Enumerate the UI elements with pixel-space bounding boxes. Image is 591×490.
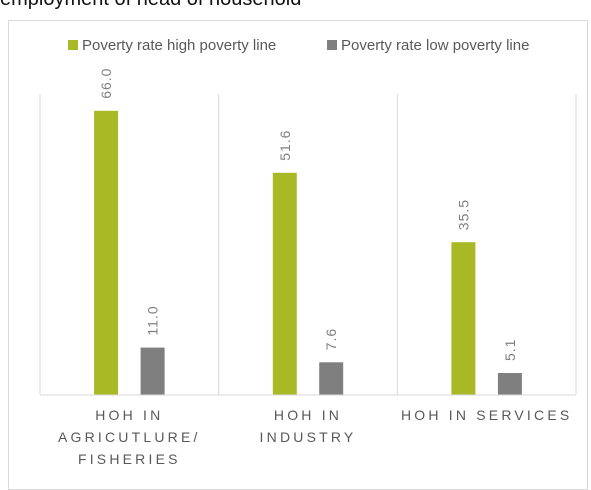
category-label-line: INDUSTRY xyxy=(260,429,357,445)
legend-swatch-high xyxy=(68,40,78,50)
category-label-line: AGRICUTLURE/ xyxy=(58,429,201,445)
bar-high-2 xyxy=(451,242,476,395)
legend-swatch-low xyxy=(327,40,337,50)
category-label-0: HOH IN AGRICUTLURE/FISHERIES xyxy=(58,407,201,467)
category-label-2: HOH IN SERVICES xyxy=(401,407,572,423)
category-labels: HOH IN AGRICUTLURE/FISHERIES HOH IN INDUSTR… xyxy=(58,407,572,467)
chart-heading: employment of head of household xyxy=(0,0,301,11)
bar-high-1 xyxy=(272,172,297,395)
grid-lines xyxy=(39,94,577,395)
legend-label-low: Poverty rate low poverty line xyxy=(341,37,529,54)
bar-low-0 xyxy=(140,347,165,395)
value-label-low-2: 5.1 xyxy=(502,339,518,361)
bar-low-1 xyxy=(319,362,344,395)
legend: Poverty rate high poverty line Poverty r… xyxy=(68,37,529,54)
legend-label-high: Poverty rate high poverty line xyxy=(82,37,276,54)
value-label-low-1: 7.6 xyxy=(323,328,339,350)
value-label-low-0: 11.0 xyxy=(145,305,161,335)
data-labels: 66.0 51.6 35.5 11.0 7.6 5.1 xyxy=(98,68,518,361)
category-label-line: HOH IN SERVICES xyxy=(401,407,572,423)
category-label-1: HOH IN INDUSTRY xyxy=(260,407,357,445)
value-label-high-1: 51.6 xyxy=(277,130,293,161)
value-label-high-0: 66.0 xyxy=(98,68,114,99)
value-label-high-2: 35.5 xyxy=(455,199,471,230)
category-label-line: FISHERIES xyxy=(78,451,181,467)
bar-low-2 xyxy=(497,373,522,395)
category-label-line: HOH IN xyxy=(274,407,342,423)
bar-high-0 xyxy=(94,110,119,396)
bars xyxy=(94,110,522,396)
category-label-line: HOH IN xyxy=(95,407,163,423)
